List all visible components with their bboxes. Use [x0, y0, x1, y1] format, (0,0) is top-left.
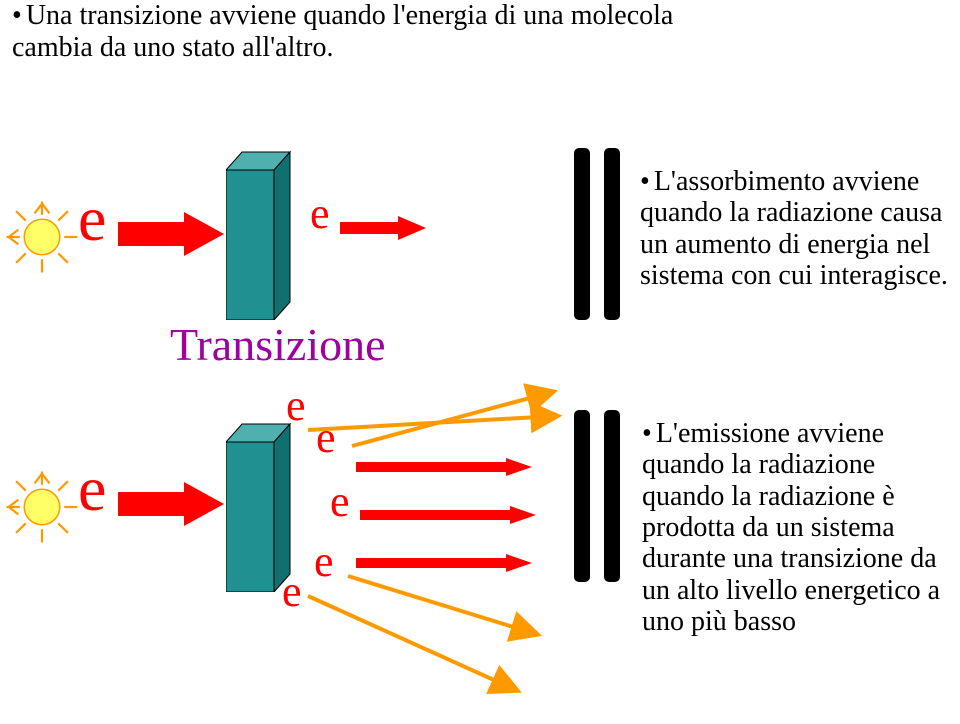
red-arrow-icon [360, 506, 536, 524]
sun-icon [5, 470, 79, 544]
sun-icon [5, 200, 79, 274]
red-arrow-icon [118, 482, 224, 526]
bar-icon [574, 410, 590, 582]
e-label: e [314, 536, 334, 587]
bar-icon [574, 148, 590, 320]
title-text: Una transizione avviene quando l'energia… [12, 0, 732, 64]
red-arrow-icon [118, 212, 224, 256]
title-bullet-text: Una transizione avviene quando l'energia… [12, 0, 673, 63]
red-arrow-icon [356, 458, 532, 476]
e-label: e [78, 452, 106, 526]
emission-text: L'emissione avviene quando la radiazione… [642, 418, 942, 638]
bar-icon [604, 410, 620, 582]
cube-icon [226, 422, 296, 592]
absorption-text: L'assorbimento avviene quando la radiazi… [640, 166, 950, 291]
cube-icon [226, 150, 296, 320]
red-arrow-icon [356, 554, 532, 572]
e-label: e [310, 188, 330, 239]
bar-icon [604, 148, 620, 320]
red-arrow-icon [340, 216, 426, 240]
e-label: e [330, 476, 350, 527]
e-label: e [78, 182, 106, 256]
transizione-label: Transizione [170, 318, 386, 371]
e-label: e [316, 412, 336, 463]
